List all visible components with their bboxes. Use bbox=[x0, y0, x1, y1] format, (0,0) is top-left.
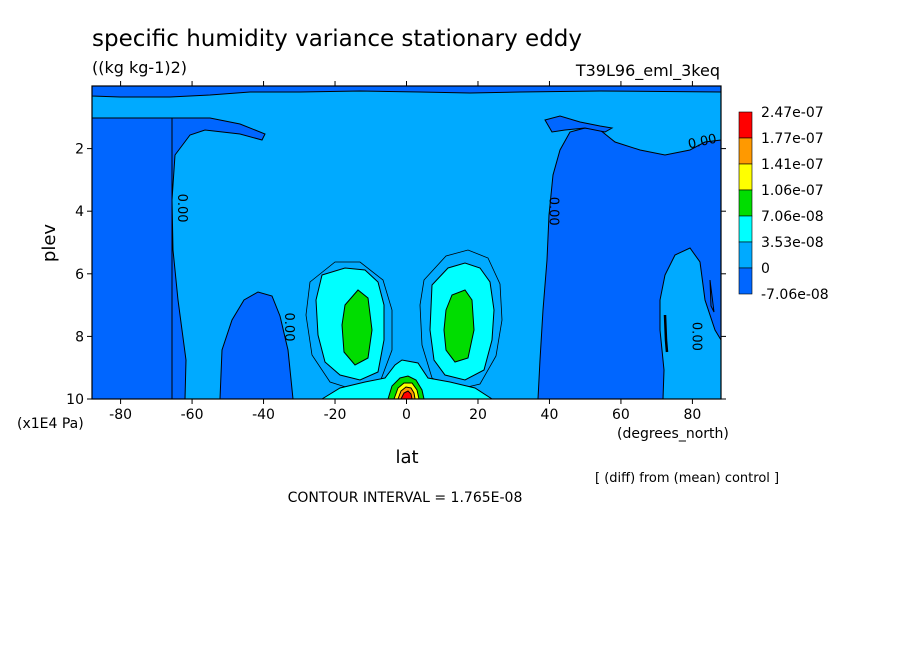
colorbar: 2.47e-07 1.77e-07 1.41e-07 1.06e-07 7.06e-08… bbox=[738, 105, 829, 303]
contour-label: 0.00 bbox=[688, 322, 703, 351]
colorbar-swatch bbox=[738, 137, 753, 165]
negative-region-east bbox=[537, 92, 722, 400]
x-tick-label: 60 bbox=[612, 407, 630, 423]
difference-note: [ (diff) from (mean) control ] bbox=[595, 471, 779, 486]
x-axis: -80 -60 -40 -20 0 20 40 60 80 bbox=[109, 81, 701, 423]
colorbar-label: 7.06e-08 bbox=[761, 209, 824, 225]
x-tick-label: 20 bbox=[469, 407, 487, 423]
colorbar-swatch bbox=[738, 111, 753, 139]
colorbar-swatch bbox=[738, 163, 753, 191]
contour-line-south bbox=[305, 261, 393, 391]
colorbar-label: 1.06e-07 bbox=[761, 183, 824, 199]
contour-labels: 0.00 0.00 0.00 0.00 0.00 bbox=[174, 132, 718, 351]
y-tick-label: 8 bbox=[75, 329, 84, 345]
negative-region-nw bbox=[91, 85, 722, 98]
chart-title: specific humidity variance stationary ed… bbox=[92, 26, 582, 52]
colorbar-label: -7.06e-08 bbox=[761, 287, 829, 303]
x-axis-label: lat bbox=[395, 447, 418, 468]
contour-label: 0.00 bbox=[545, 197, 560, 226]
colorbar-label: 1.41e-07 bbox=[761, 157, 824, 173]
x-tick-label: -60 bbox=[181, 407, 204, 423]
colorbar-label: 0 bbox=[761, 261, 770, 277]
east-thick-line bbox=[663, 314, 669, 353]
east-edge-sliver bbox=[709, 279, 715, 313]
colorbar-swatch bbox=[738, 241, 753, 269]
experiment-label: T39L96_eml_3keq bbox=[575, 61, 720, 81]
y-tick-label: 6 bbox=[75, 267, 84, 283]
y-axis: 2 4 6 8 10 bbox=[66, 142, 726, 408]
colorbar-label: 2.47e-07 bbox=[761, 105, 824, 121]
x-tick-label: -40 bbox=[252, 407, 275, 423]
colorbar-swatch bbox=[738, 189, 753, 217]
y-tick-label: 2 bbox=[75, 142, 84, 158]
contour-interval-label: CONTOUR INTERVAL = 1.765E-08 bbox=[288, 490, 523, 506]
contour-line-north bbox=[419, 249, 503, 391]
colorbar-label: 1.77e-07 bbox=[761, 131, 824, 147]
y-axis-units: (x1E4 Pa) bbox=[17, 416, 84, 432]
colorbar-label: 3.53e-08 bbox=[761, 235, 824, 251]
x-axis-units: (degrees_north) bbox=[617, 426, 729, 442]
negative-region-sw bbox=[219, 291, 294, 400]
plot-area: 0.00 0.00 0.00 0.00 0.00 bbox=[91, 85, 722, 400]
contour-label: 0.00 bbox=[281, 313, 296, 342]
negative-region-east-top bbox=[544, 115, 614, 133]
y-axis-label: plev bbox=[39, 224, 60, 263]
x-tick-label: 0 bbox=[402, 407, 411, 423]
x-tick-label: -20 bbox=[324, 407, 347, 423]
x-tick-label: 40 bbox=[541, 407, 559, 423]
chart-units: ((kg kg-1)2) bbox=[92, 58, 187, 77]
contour-label: 0.00 bbox=[174, 194, 189, 223]
x-tick-label: -80 bbox=[109, 407, 132, 423]
colorbar-swatch bbox=[738, 215, 753, 243]
lobe-north-inner bbox=[443, 289, 475, 363]
negative-region-west-column bbox=[91, 117, 173, 400]
y-tick-label: 4 bbox=[75, 204, 84, 220]
contour-label: 0.00 bbox=[687, 132, 718, 153]
colorbar-swatch bbox=[738, 267, 753, 295]
x-tick-label: 80 bbox=[683, 407, 701, 423]
lobe-south-inner bbox=[341, 289, 373, 366]
y-tick-label: 10 bbox=[66, 392, 84, 408]
